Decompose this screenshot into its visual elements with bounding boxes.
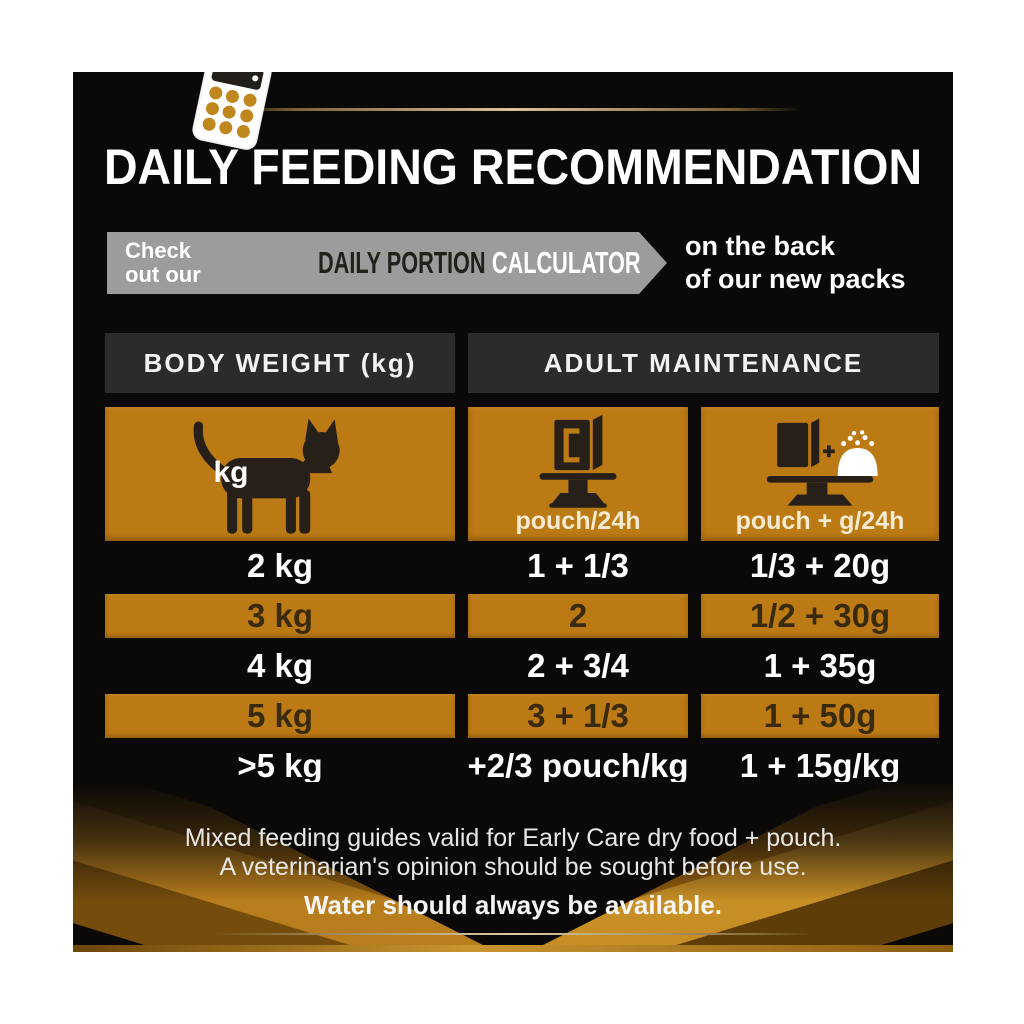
banner-location-line1: on the back bbox=[685, 231, 836, 261]
weight-cell: 2 kg bbox=[246, 547, 314, 584]
table-icon-row: kg pouch/24h bbox=[73, 407, 953, 541]
table-row: 2 kg 1 + 1/3 1/3 + 20g bbox=[73, 541, 953, 591]
ribbon-top-shade bbox=[73, 782, 953, 952]
bottom-divider-line bbox=[213, 933, 813, 935]
feeding-guide-panel: DAILY FEEDING RECOMMENDATION Check out o… bbox=[73, 72, 953, 952]
banner-program-name: DAILY PORTION CALCULATOR bbox=[318, 245, 641, 281]
calculator-screen-dot bbox=[251, 74, 259, 82]
banner-check-line1: Check bbox=[125, 238, 192, 263]
pouch-dry-icon-cell: pouch + g/24h bbox=[701, 407, 939, 541]
top-divider-line bbox=[225, 108, 800, 111]
banner-location-line2: of our new packs bbox=[685, 264, 906, 294]
footer-line3: Water should always be available. bbox=[303, 890, 723, 920]
calculator-keys bbox=[201, 85, 258, 140]
table-header-row: BODY WEIGHT (kg) ADULT MAINTENANCE bbox=[73, 333, 953, 393]
mixed-cell: 1 + 15g/kg bbox=[739, 747, 901, 784]
pouch-cell: 2 bbox=[468, 594, 688, 638]
daily-portion-label: DAILY PORTION bbox=[318, 245, 486, 280]
pouch-cell: 2 + 3/4 bbox=[527, 647, 629, 684]
table-row: 3 kg 2 1/2 + 30g bbox=[73, 591, 953, 641]
pouch-per-day-label: pouch/24h bbox=[515, 507, 641, 535]
calculator-label: CALCULATOR bbox=[491, 245, 641, 280]
pouch-cell: +2/3 pouch/kg bbox=[467, 747, 689, 784]
pouch-cell: 3 + 1/3 bbox=[468, 694, 688, 738]
feeding-table: BODY WEIGHT (kg) ADULT MAINTENANCE bbox=[73, 333, 953, 791]
kg-label: kg bbox=[213, 455, 249, 489]
table-row: 4 kg 2 + 3/4 1 + 35g bbox=[73, 641, 953, 691]
mixed-cell: 1 + 50g bbox=[701, 694, 939, 738]
mixed-cell: 1 + 35g bbox=[763, 647, 877, 684]
table-row: 5 kg 3 + 1/3 1 + 50g bbox=[73, 691, 953, 741]
banner-location-text: on the back of our new packs bbox=[685, 230, 906, 296]
footer-line2: A veterinarian's opinion should be sough… bbox=[219, 853, 807, 881]
pouch-plus-grams-label: pouch + g/24h bbox=[735, 507, 905, 535]
footer-line1: Mixed feeding guides valid for Early Car… bbox=[184, 824, 842, 852]
pouch-cell: 1 + 1/3 bbox=[527, 547, 629, 584]
weight-cell: 5 kg bbox=[105, 694, 455, 738]
banner-check-line2: out our bbox=[125, 262, 201, 287]
page-title: DAILY FEEDING RECOMMENDATION bbox=[103, 139, 923, 195]
col-header-adult-maintenance: ADULT MAINTENANCE bbox=[468, 333, 939, 393]
pouch-scale-icon bbox=[539, 414, 617, 508]
table-row: >5 kg +2/3 pouch/kg 1 + 15g/kg bbox=[73, 741, 953, 791]
calculator-banner: Check out our DAILY PORTION CALCULATOR bbox=[107, 232, 667, 294]
mixed-cell: 1/2 + 30g bbox=[701, 594, 939, 638]
weight-cell: 4 kg bbox=[246, 647, 314, 684]
weight-cell: 3 kg bbox=[105, 594, 455, 638]
col-header-body-weight: BODY WEIGHT (kg) bbox=[105, 333, 455, 393]
decorative-ribbons bbox=[73, 782, 953, 952]
footer-notes: Mixed feeding guides valid for Early Car… bbox=[73, 824, 953, 935]
weight-cell: >5 kg bbox=[237, 747, 323, 784]
ribbon-bottom-strip bbox=[73, 945, 953, 952]
banner-check-text: Check out our bbox=[125, 239, 201, 287]
table-body: 2 kg 1 + 1/3 1/3 + 20g 3 kg 2 1/2 + 30g 4 kg 2 … bbox=[73, 541, 953, 791]
pouch-icon-cell: pouch/24h bbox=[468, 407, 688, 541]
pouch-plus-kibble-icon bbox=[766, 418, 878, 506]
cat-icon bbox=[193, 418, 340, 534]
body-weight-icon-cell: kg bbox=[105, 407, 455, 541]
mixed-cell: 1/3 + 20g bbox=[749, 547, 891, 584]
